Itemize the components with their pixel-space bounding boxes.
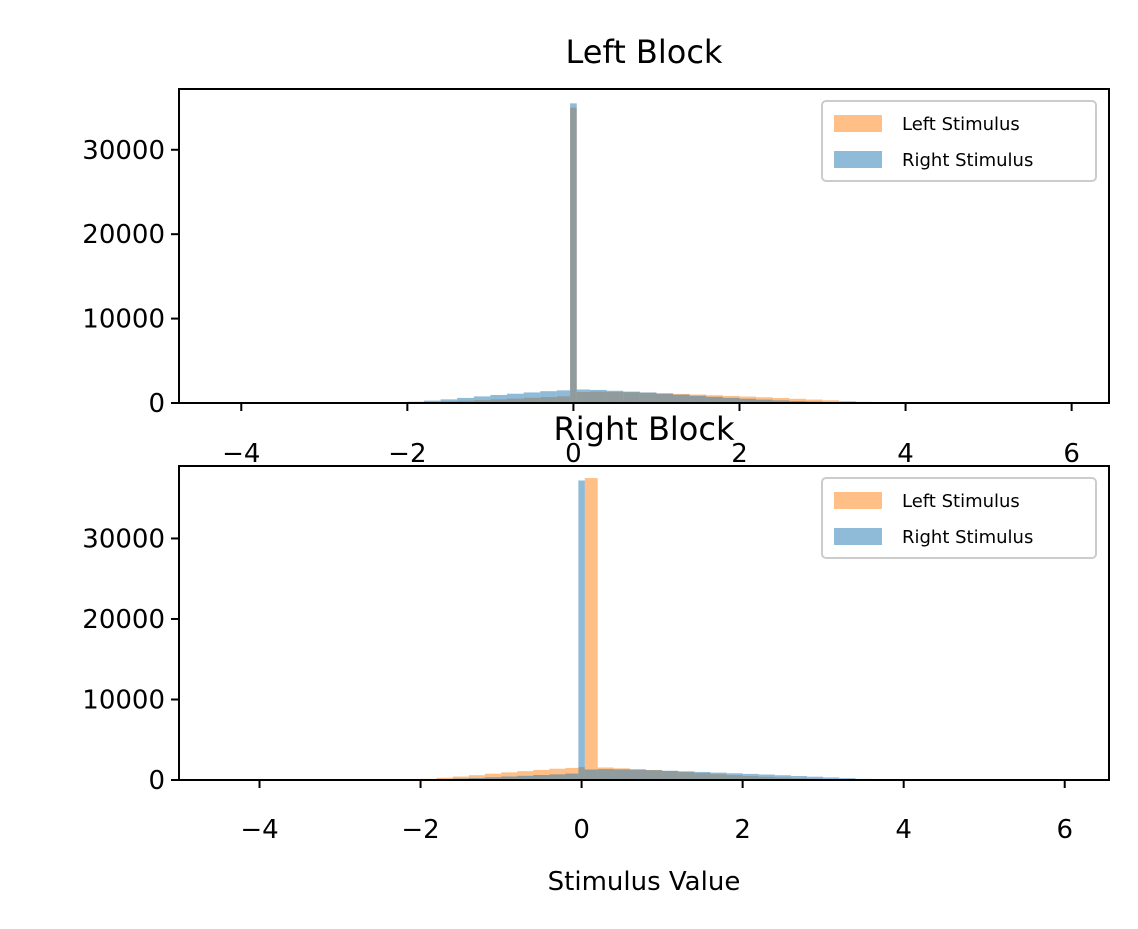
- y-tick-label: 0: [148, 766, 165, 796]
- histogram-bar: [629, 769, 647, 780]
- histogram-bar: [490, 394, 507, 403]
- axes-frame: [178, 88, 1110, 404]
- legend-label: Left Stimulus: [902, 114, 1020, 135]
- right-block-panel: −4 −2 0 2 4 6 0 10000 20000 30000 Right Block Stimu…: [82, 410, 1110, 897]
- histogram-bar: [578, 480, 585, 780]
- histogram-bar: [556, 390, 571, 403]
- histogram-bar: [807, 776, 824, 780]
- histogram-bar: [756, 399, 773, 403]
- histogram-bar: [774, 775, 791, 780]
- histogram-bar: [678, 771, 695, 780]
- x-tick-label: 4: [895, 815, 912, 845]
- x-axis-label: Stimulus Value: [548, 867, 741, 897]
- y-tick-label: 30000: [82, 524, 165, 554]
- histogram-bar: [576, 389, 591, 403]
- histogram-bar: [506, 393, 524, 403]
- histogram-bar: [584, 478, 598, 780]
- y-tick-label: 0: [148, 389, 165, 419]
- x-tick-label: 4: [897, 439, 914, 469]
- histogram-bar: [790, 775, 808, 780]
- legend-label: Left Stimulus: [902, 491, 1020, 512]
- left-block-panel: −4 −2 0 2 4 6 0 10000 20000 30000 Left Block Left S…: [82, 33, 1110, 469]
- histogram-bar: [452, 776, 469, 780]
- histogram-bar: [639, 392, 657, 403]
- legend-label: Right Stimulus: [902, 150, 1033, 171]
- histogram-bar: [457, 397, 474, 403]
- legend: Left Stimulus Right Stimulus: [821, 100, 1097, 182]
- histogram-bar: [726, 773, 743, 780]
- x-tick-label: −4: [222, 439, 260, 469]
- x-tick-label: 0: [565, 439, 582, 469]
- legend: Left Stimulus Right Stimulus: [821, 477, 1097, 559]
- histogram-bar: [468, 775, 485, 780]
- chart-title: Right Block: [554, 410, 735, 448]
- x-tick-label: 0: [573, 815, 590, 845]
- x-tick-label: −4: [240, 815, 278, 845]
- histogram-bar: [694, 771, 711, 780]
- histogram-bar: [656, 393, 674, 403]
- histogram-bar: [722, 397, 740, 403]
- histogram-bar: [710, 772, 727, 780]
- histogram-bar: [606, 390, 624, 403]
- histogram-bar: [533, 769, 550, 780]
- histogram-bar: [823, 777, 840, 780]
- histogram-bar: [689, 395, 707, 403]
- y-tick-label: 30000: [82, 136, 165, 166]
- y-tick-label: 10000: [82, 685, 165, 715]
- legend-box: [821, 477, 1097, 559]
- histogram-bar: [805, 399, 823, 403]
- histogram-bar: [584, 769, 598, 780]
- y-tick-label: 10000: [82, 305, 165, 335]
- histogram-bar: [533, 775, 550, 780]
- x-tick-label: 6: [1063, 439, 1080, 469]
- series-right-stimulus: [420, 480, 872, 780]
- histogram-bar: [501, 776, 518, 780]
- histogram-bar: [623, 391, 640, 403]
- y-tick-label: 20000: [82, 605, 165, 635]
- x-tick-label: −2: [401, 815, 439, 845]
- histogram-bar: [484, 773, 502, 780]
- x-tick-label: 6: [1056, 815, 1073, 845]
- histogram-bar: [662, 770, 679, 780]
- x-tick-label: −2: [388, 439, 426, 469]
- histogram-bar: [501, 772, 518, 780]
- histogram-bar: [772, 400, 790, 403]
- legend-label: Right Stimulus: [902, 527, 1033, 548]
- histogram-bar: [597, 769, 614, 780]
- legend-swatch: [834, 528, 882, 545]
- x-tick-label: 2: [734, 815, 751, 845]
- histogram-bar: [673, 394, 690, 403]
- histogram-bar: [484, 777, 502, 780]
- chart-title: Left Block: [566, 33, 723, 71]
- histogram-bar: [517, 771, 534, 780]
- histogram-bar: [423, 400, 441, 403]
- histogram-bar: [613, 769, 630, 780]
- histogram-bar: [590, 389, 607, 403]
- legend-box: [821, 100, 1097, 182]
- histogram-bar: [517, 775, 534, 780]
- histogram-bar: [540, 391, 557, 403]
- histogram-bar: [440, 399, 458, 403]
- histogram-bar: [468, 777, 485, 780]
- legend-swatch: [834, 151, 882, 168]
- histogram-bar: [646, 770, 663, 780]
- histogram-bar: [822, 400, 840, 403]
- legend-swatch: [834, 492, 882, 509]
- histogram-bar: [758, 774, 775, 780]
- histogram-bar: [523, 392, 541, 403]
- histogram-bar: [570, 103, 577, 404]
- histogram-bar: [706, 396, 723, 403]
- legend-swatch: [834, 115, 882, 132]
- y-tick-label: 20000: [82, 220, 165, 250]
- histogram-bar: [473, 396, 491, 403]
- histogram-bar: [739, 398, 757, 403]
- histogram-bar: [565, 773, 579, 780]
- histogram-bar: [742, 773, 759, 780]
- axes-frame: [178, 465, 1110, 781]
- histogram-bar: [549, 774, 566, 780]
- histogram-bar: [436, 777, 453, 780]
- histogram-bar: [789, 398, 806, 403]
- x-tick-label: 2: [731, 439, 748, 469]
